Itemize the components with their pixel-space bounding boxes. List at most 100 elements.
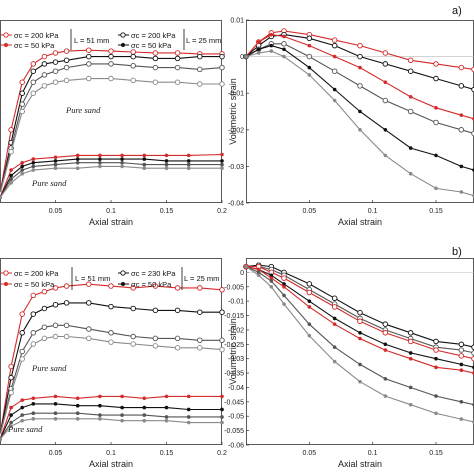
data-point	[20, 398, 25, 402]
data-point	[244, 264, 248, 269]
data-point	[31, 417, 36, 421]
data-point	[130, 341, 136, 347]
data-point	[30, 341, 37, 347]
data-point	[98, 153, 102, 158]
pure-sand-label-b-upper: Pure sand	[31, 363, 67, 373]
x-tick-label: 0.05	[49, 450, 63, 457]
x-tick-label: 0.1	[368, 208, 378, 215]
data-point	[471, 344, 474, 350]
data-point	[382, 50, 389, 56]
data-point	[220, 152, 224, 157]
data-point	[63, 283, 70, 289]
x-tick-label: 0.05	[303, 450, 317, 457]
data-point	[332, 316, 337, 321]
legend-a-marker-2	[4, 43, 8, 47]
axes-frame	[246, 258, 474, 445]
data-point	[130, 63, 136, 69]
data-point	[174, 64, 181, 71]
data-point	[30, 90, 37, 96]
data-point	[220, 166, 224, 171]
x-tick-label: 0.15	[160, 450, 174, 457]
data-point	[256, 51, 261, 55]
chart-b-right: 0.05 0.1 0.15 Axial strain 0 -0.005 -0.01 -0.01…	[224, 258, 474, 469]
data-point	[130, 285, 136, 291]
legend-b-label-4: σc = 50 kPa	[131, 280, 172, 289]
data-point	[98, 413, 102, 417]
data-point	[63, 322, 70, 329]
data-point	[332, 54, 337, 59]
data-point	[41, 61, 48, 67]
data-point	[164, 418, 169, 423]
data-point	[52, 79, 59, 85]
data-point	[31, 396, 36, 401]
data-point	[306, 53, 313, 60]
data-point	[142, 153, 147, 158]
y-axis-label: Volumetric strain	[228, 78, 238, 145]
data-point	[63, 333, 70, 340]
series-line-7	[0, 412, 222, 440]
data-point	[52, 322, 59, 329]
data-point	[269, 284, 274, 289]
data-point	[459, 164, 464, 169]
data-point	[220, 159, 224, 163]
data-point	[331, 68, 338, 74]
data-point	[142, 166, 147, 171]
data-point	[142, 162, 147, 167]
legend-b-marker-2	[4, 282, 8, 286]
data-point	[219, 346, 225, 353]
data-point	[471, 130, 474, 137]
data-point	[269, 49, 274, 53]
data-point	[459, 190, 464, 194]
data-point	[53, 394, 58, 399]
series-line-5	[245, 45, 474, 171]
data-point	[19, 79, 25, 85]
data-point	[383, 128, 388, 132]
data-point	[9, 413, 13, 417]
data-point	[120, 394, 124, 399]
data-point	[186, 162, 191, 167]
data-point	[152, 55, 159, 62]
y-tick-label: -0.045	[224, 399, 244, 406]
data-point	[30, 68, 37, 74]
y-tick-label: -0.015	[224, 313, 244, 320]
data-point	[307, 65, 312, 70]
data-point	[41, 83, 48, 89]
data-point	[471, 350, 474, 356]
data-point	[86, 326, 92, 332]
data-point	[408, 95, 413, 99]
data-point	[142, 418, 147, 423]
series-line-4	[0, 335, 223, 436]
data-point	[269, 279, 274, 283]
data-point	[174, 285, 181, 291]
data-point	[459, 417, 464, 421]
legend-b-label-2: σc = 50 kPa	[14, 280, 55, 289]
data-point	[120, 157, 124, 161]
data-point	[52, 285, 59, 291]
data-point	[331, 37, 338, 43]
data-point	[41, 53, 48, 60]
data-point	[256, 270, 261, 275]
data-point	[120, 413, 124, 417]
legend-a-label-2: σc = 50 kPa	[14, 41, 55, 50]
series-line-4	[245, 266, 474, 368]
chart-b-left: 0.05 0.1 0.15 0.2 Axial strain	[0, 258, 227, 469]
data-point	[383, 394, 388, 398]
data-point	[186, 166, 191, 171]
legend-b: σc = 200 kPa σc = 50 kPa L = 51 mm σc = …	[1, 267, 219, 290]
data-point	[75, 396, 80, 401]
data-point	[142, 405, 147, 410]
legend-b-marker-4	[121, 282, 125, 286]
series-line-8	[0, 165, 222, 198]
data-point	[186, 407, 191, 412]
data-point	[63, 57, 70, 64]
series-line-6	[0, 403, 222, 440]
data-point	[19, 348, 25, 355]
data-point	[30, 311, 37, 317]
data-point	[30, 79, 37, 85]
data-point	[19, 101, 25, 107]
data-point	[332, 98, 337, 103]
data-point	[120, 153, 124, 158]
x-tick-label: 0.2	[217, 208, 227, 215]
data-point	[186, 394, 191, 399]
y-tick-label: -0.05	[228, 414, 244, 421]
